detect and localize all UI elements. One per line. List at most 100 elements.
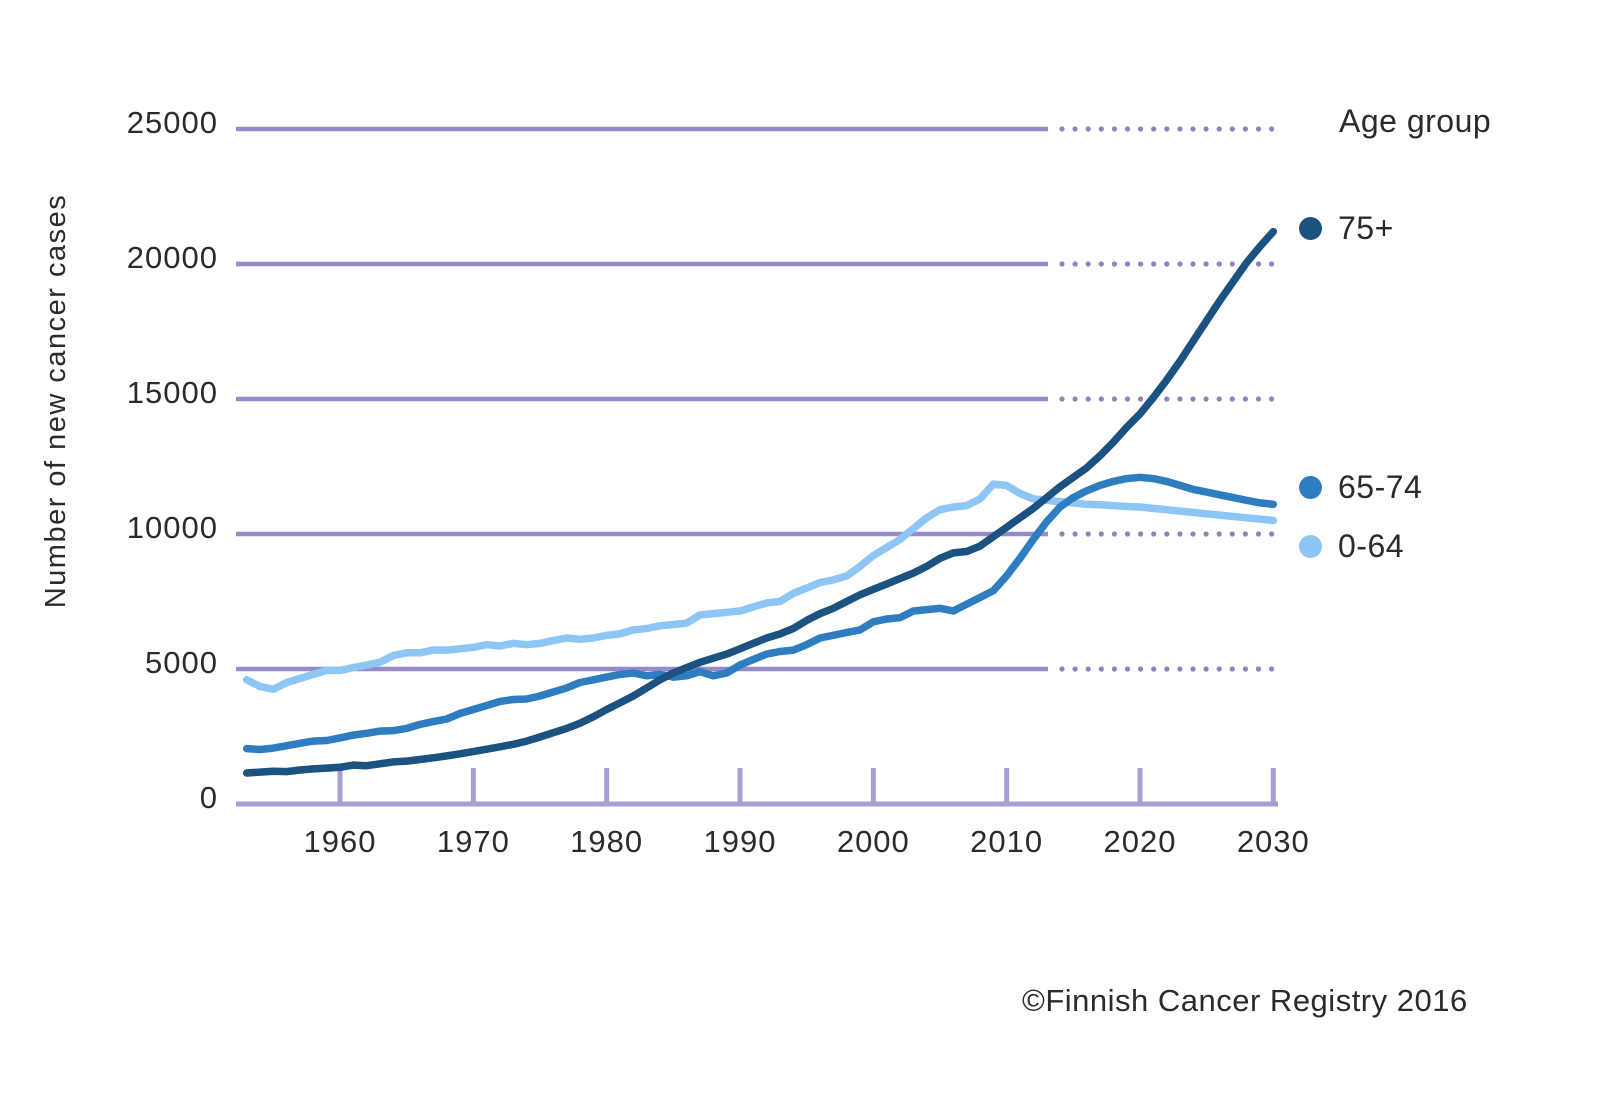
gridline-dot-15000 xyxy=(1216,396,1222,402)
gridline-dot-20000 xyxy=(1138,261,1144,267)
x-tick-label-1970: 1970 xyxy=(437,824,510,859)
gridline-dot-20000 xyxy=(1255,261,1262,267)
gridline-dot-5000 xyxy=(1098,666,1104,672)
x-tick-label-2000: 2000 xyxy=(837,824,910,859)
x-tick-label-2010: 2010 xyxy=(970,824,1043,859)
legend-item-65-74: 65-74 xyxy=(1299,469,1422,506)
gridline-dot-20000 xyxy=(1059,261,1065,267)
gridline-dot-10000 xyxy=(1111,531,1117,537)
gridline-dot-5000 xyxy=(1190,666,1196,672)
gridline-dot-25000 xyxy=(1138,126,1144,132)
gridline-dot-20000 xyxy=(1124,261,1131,267)
y-tick-label-10000: 10000 xyxy=(127,510,218,545)
gridline-dot-10000 xyxy=(1098,531,1104,537)
gridline-dot-20000 xyxy=(1229,261,1235,267)
gridline-dot-25000 xyxy=(1072,126,1078,132)
gridline-dot-25000 xyxy=(1059,126,1065,132)
gridline-dot-25000 xyxy=(1151,126,1157,132)
gridline-dot-20000 xyxy=(1177,261,1183,267)
y-tick-label-5000: 5000 xyxy=(145,645,218,680)
gridline-dot-10000 xyxy=(1229,531,1235,537)
gridline-dot-5000 xyxy=(1138,666,1144,672)
gridline-dot-10000 xyxy=(1124,531,1131,537)
gridline-dot-20000 xyxy=(1072,261,1078,267)
gridline-dot-25000 xyxy=(1242,126,1248,132)
gridline-dot-15000 xyxy=(1269,396,1275,402)
x-tick-label-2020: 2020 xyxy=(1103,824,1176,859)
gridline-dot-25000 xyxy=(1216,126,1222,132)
x-tick-label-1960: 1960 xyxy=(304,824,377,859)
gridline-dot-10000 xyxy=(1085,531,1091,537)
gridline-dot-5000 xyxy=(1269,666,1275,672)
gridline-dot-15000 xyxy=(1190,396,1196,402)
gridline-dot-20000 xyxy=(1203,261,1209,267)
gridline-dot-15000 xyxy=(1085,396,1091,402)
gridline-dot-15000 xyxy=(1111,396,1117,402)
gridline-dot-20000 xyxy=(1098,261,1104,267)
legend-dot-65-74-icon xyxy=(1299,476,1322,499)
gridline-dot-10000 xyxy=(1255,531,1262,537)
gridline-dot-15000 xyxy=(1059,396,1065,402)
gridline-dot-20000 xyxy=(1111,261,1117,267)
gridline-dot-25000 xyxy=(1085,126,1091,132)
gridline-dot-10000 xyxy=(1242,531,1248,537)
y-tick-label-20000: 20000 xyxy=(127,240,218,275)
gridline-dot-20000 xyxy=(1216,261,1222,267)
legend-label-75plus: 75+ xyxy=(1338,210,1394,246)
gridline-dot-5000 xyxy=(1255,666,1262,672)
legend-dot-0-64-icon xyxy=(1299,535,1322,558)
gridline-dot-25000 xyxy=(1255,126,1262,132)
gridline-dot-15000 xyxy=(1138,396,1144,402)
series-line-75- xyxy=(242,227,1278,777)
gridline-dot-10000 xyxy=(1203,531,1209,537)
gridline-dot-10000 xyxy=(1269,531,1275,537)
y-tick-label-0: 0 xyxy=(200,780,218,815)
gridline-dot-25000 xyxy=(1164,126,1170,132)
gridline-dot-25000 xyxy=(1190,126,1196,132)
x-tick-label-1980: 1980 xyxy=(570,824,643,859)
gridline-dot-5000 xyxy=(1164,666,1170,672)
y-tick-label-15000: 15000 xyxy=(127,375,218,410)
legend-item-0-64: 0-64 xyxy=(1299,528,1404,565)
gridline-dot-5000 xyxy=(1085,666,1091,672)
legend-title: Age group xyxy=(1339,103,1492,139)
gridline-dot-10000 xyxy=(1059,531,1065,537)
gridline-dot-5000 xyxy=(1242,666,1248,672)
gridline-dot-15000 xyxy=(1124,396,1131,402)
x-tick-label-2030: 2030 xyxy=(1237,824,1310,859)
copyright-text: ©Finnish Cancer Registry 2016 xyxy=(1022,983,1468,1018)
gridline-dot-15000 xyxy=(1164,396,1170,402)
gridline-dot-20000 xyxy=(1151,261,1157,267)
gridline-dot-25000 xyxy=(1203,126,1209,132)
gridline-dot-20000 xyxy=(1085,261,1091,267)
gridline-dot-5000 xyxy=(1059,666,1065,672)
gridline-dot-5000 xyxy=(1216,666,1222,672)
gridline-dot-10000 xyxy=(1138,531,1144,537)
gridline-dot-15000 xyxy=(1242,396,1248,402)
gridline-dot-5000 xyxy=(1111,666,1117,672)
series-line-65-74 xyxy=(242,473,1278,754)
gridline-dot-5000 xyxy=(1072,666,1078,672)
gridline-dot-5000 xyxy=(1151,666,1157,672)
gridline-dot-10000 xyxy=(1190,531,1196,537)
gridline-dot-25000 xyxy=(1124,126,1131,132)
legend-dot-75plus-icon xyxy=(1299,217,1322,240)
series-line-0-64 xyxy=(242,480,1278,694)
y-tick-label-25000: 25000 xyxy=(127,105,218,140)
gridline-dot-20000 xyxy=(1269,261,1275,267)
gridline-dot-5000 xyxy=(1203,666,1209,672)
gridline-dot-10000 xyxy=(1151,531,1157,537)
legend-item-75plus: 75+ xyxy=(1299,210,1394,247)
gridline-dot-25000 xyxy=(1269,126,1275,132)
gridline-dot-10000 xyxy=(1177,531,1183,537)
gridline-dot-5000 xyxy=(1229,666,1235,672)
gridline-dot-5000 xyxy=(1124,666,1131,672)
gridline-dot-20000 xyxy=(1164,261,1170,267)
gridline-dot-15000 xyxy=(1255,396,1262,402)
gridline-dot-25000 xyxy=(1229,126,1235,132)
gridline-dot-15000 xyxy=(1229,396,1235,402)
gridline-dot-5000 xyxy=(1177,666,1183,672)
gridline-dot-15000 xyxy=(1098,396,1104,402)
